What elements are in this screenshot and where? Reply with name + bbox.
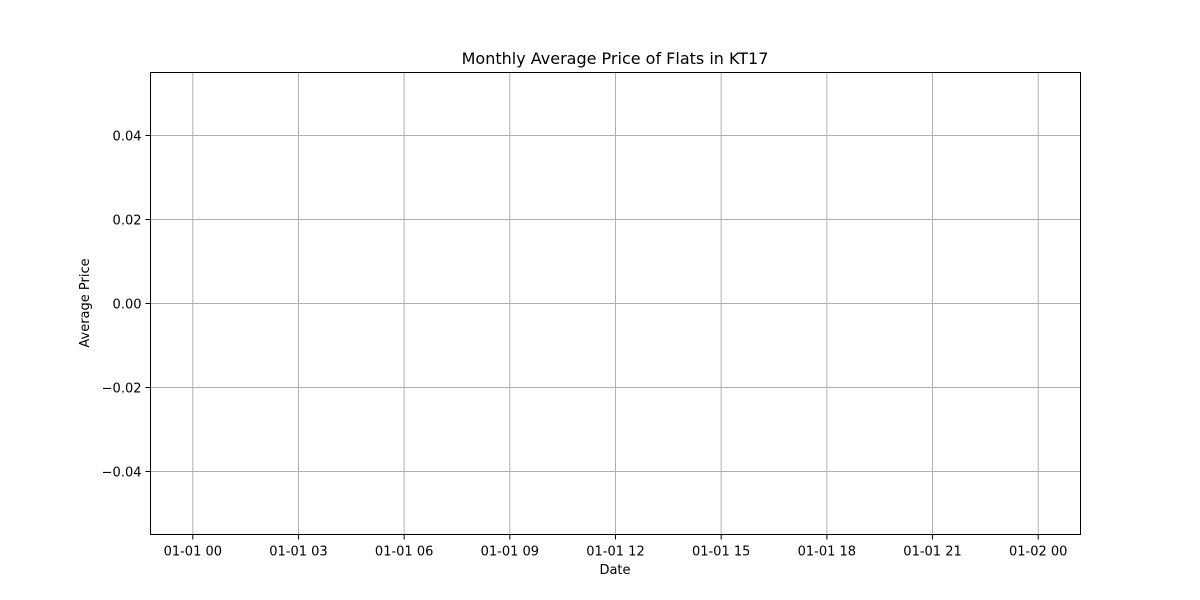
y-gridlines xyxy=(150,135,1081,472)
x-tick-label: 01-01 21 xyxy=(903,545,961,560)
x-tick-label: 01-01 06 xyxy=(375,545,433,560)
x-axis: 01-01 00 01-01 03 01-01 06 01-01 09 01-01 12… xyxy=(164,534,1067,560)
x-tick-label: 01-02 00 xyxy=(1009,545,1067,560)
y-tick-label: −0.02 xyxy=(102,382,142,397)
y-tick-label: 0.04 xyxy=(113,130,142,145)
x-tick-label: 01-01 18 xyxy=(798,545,856,560)
x-tick-label: 01-01 03 xyxy=(269,545,327,560)
y-tick-label: 0.00 xyxy=(113,298,142,313)
y-tick-label: 0.02 xyxy=(113,214,142,229)
chart-title: Monthly Average Price of Flats in KT17 xyxy=(462,49,769,68)
x-tick-label: 01-01 09 xyxy=(481,545,539,560)
x-tick-label: 01-01 15 xyxy=(692,545,750,560)
y-tick-label: −0.04 xyxy=(102,466,142,481)
y-axis-label: Average Price xyxy=(78,258,93,347)
x-axis-label: Date xyxy=(599,563,630,578)
x-tick-label: 01-01 00 xyxy=(164,545,222,560)
y-axis: −0.04 −0.02 0.00 0.02 0.04 xyxy=(102,130,151,481)
x-tick-label: 01-01 12 xyxy=(586,545,644,560)
